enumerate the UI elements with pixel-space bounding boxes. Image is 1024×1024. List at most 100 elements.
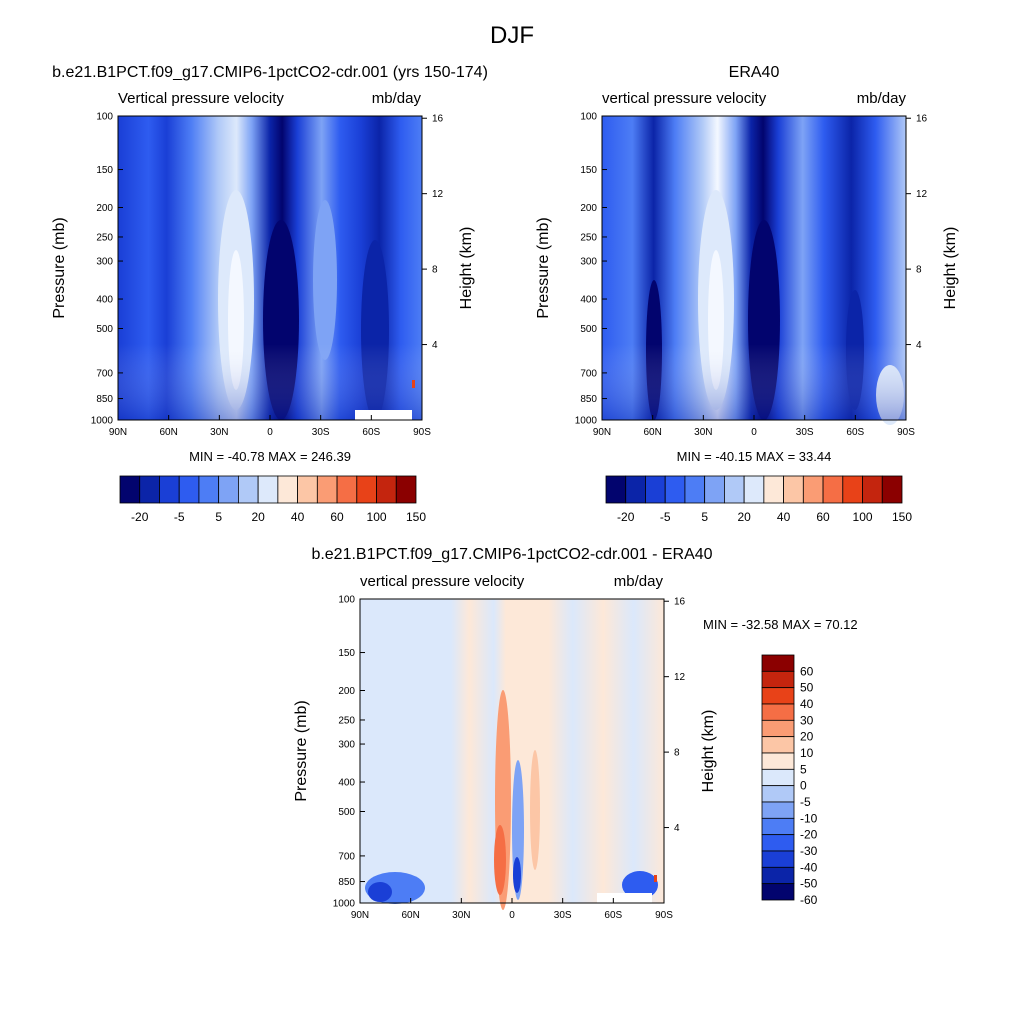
x-tick-label: 90S [655, 910, 673, 921]
x-tick-label: 30S [796, 427, 814, 438]
colorbar-label: 40 [291, 510, 305, 524]
panel-model: b.e21.B1PCT.f09_g17.CMIP6-1pctCO2-cdr.00… [51, 64, 488, 524]
y2-tick-label: 4 [674, 823, 680, 834]
x-tick-label: 90N [109, 427, 127, 438]
colorbar-box [178, 475, 200, 504]
colorbar-box [761, 703, 795, 721]
colorbar-box [761, 785, 795, 803]
y-tick-label: 250 [96, 232, 113, 243]
x-tick-label: 60S [846, 427, 864, 438]
y-tick-label: 250 [338, 715, 355, 726]
y-tick-label: 250 [580, 232, 597, 243]
colorbar-box [684, 475, 706, 504]
y-tick-label: 200 [580, 203, 597, 214]
panel-era40-y2label: Height (km) [942, 227, 959, 310]
colorbar-box [316, 475, 338, 504]
x-tick-label: 60N [401, 910, 419, 921]
panel-diff: b.e21.B1PCT.f09_g17.CMIP6-1pctCO2-cdr.00… [293, 546, 858, 921]
colorbar-box [761, 736, 795, 754]
x-tick-label: 60S [362, 427, 380, 438]
y-tick-label: 850 [96, 394, 113, 405]
y-tick-label: 700 [580, 368, 597, 379]
x-tick-label: 0 [751, 427, 757, 438]
y2-tick-label: 4 [916, 340, 922, 351]
panel-model-y2label: Height (km) [458, 227, 475, 310]
y-tick-label: 100 [580, 112, 597, 123]
colorbar-box [625, 475, 646, 504]
y-tick-label: 1000 [333, 899, 356, 910]
panel-model-yaxis: 100 150 200 250 300 400 500 700 850 1000 [91, 112, 123, 427]
panel-diff-stats: MIN = -32.58 MAX = 70.12 [703, 617, 858, 632]
panel-diff-left-label: vertical pressure velocity [360, 573, 525, 590]
colorbar-label: 100 [853, 510, 873, 524]
colorbar-label: -30 [800, 844, 818, 858]
colorbar-label: 20 [800, 730, 814, 744]
y-tick-label: 500 [580, 324, 597, 335]
panel-model-right-label: mb/day [372, 90, 422, 107]
panel-diff-yaxis: 100 150 200 250 300 400 500 700 850 1000 [333, 595, 365, 910]
x-tick-label: 60N [159, 427, 177, 438]
colorbar-box [761, 834, 795, 852]
colorbar-box [763, 475, 784, 504]
y-tick-label: 700 [338, 851, 355, 862]
colorbar-box [277, 475, 299, 504]
colorbar-box [862, 475, 883, 504]
colorbar-box [704, 475, 725, 504]
colorbar-box [761, 654, 795, 672]
colorbar-box [761, 768, 795, 787]
colorbar-box [257, 475, 279, 504]
panel-era40: ERA40 vertical pressure velocity mb/day … [535, 64, 959, 524]
colorbar-box [761, 752, 795, 770]
y-tick-label: 300 [580, 257, 597, 268]
panel-era40-colorbar: -20 -5 5 20 40 60 100 150 [605, 475, 912, 524]
colorbar-box [761, 866, 795, 885]
x-tick-label: 90N [351, 910, 369, 921]
colorbar-box [139, 475, 160, 504]
colorbar-box [842, 475, 863, 504]
panel-model-left-label: Vertical pressure velocity [118, 90, 284, 107]
colorbar-label: 60 [330, 510, 344, 524]
y2-tick-label: 16 [916, 114, 928, 125]
panel-diff-right-label: mb/day [614, 573, 664, 590]
colorbar-box [336, 475, 358, 504]
panel-model-ylabel: Pressure (mb) [51, 217, 68, 318]
colorbar-label: 150 [406, 510, 426, 524]
y2-tick-label: 16 [674, 597, 686, 608]
colorbar-label: -50 [800, 877, 818, 891]
colorbar-box [822, 475, 844, 504]
y-tick-label: 200 [338, 686, 355, 697]
y-tick-label: 700 [96, 368, 113, 379]
colorbar-label: 40 [777, 510, 791, 524]
x-tick-label: 60S [604, 910, 622, 921]
panel-diff-ylabel: Pressure (mb) [293, 700, 310, 801]
colorbar-box [761, 850, 795, 868]
panel-model-field [118, 116, 422, 420]
panel-era40-right-label: mb/day [857, 90, 907, 107]
y-tick-label: 300 [96, 257, 113, 268]
y-tick-label: 500 [338, 807, 355, 818]
colorbar-label: 0 [800, 779, 807, 793]
colorbar-label: -20 [617, 510, 635, 524]
x-tick-label: 0 [267, 427, 273, 438]
y2-tick-label: 12 [674, 672, 686, 683]
y-tick-label: 150 [338, 648, 355, 659]
panel-model-y2axis: 16 12 8 4 [422, 114, 444, 351]
panel-model-stats: MIN = -40.78 MAX = 246.39 [189, 449, 351, 464]
colorbar-box [881, 475, 903, 504]
panel-model-title: b.e21.B1PCT.f09_g17.CMIP6-1pctCO2-cdr.00… [52, 64, 488, 81]
y-tick-label: 400 [96, 295, 113, 306]
colorbar-label: -10 [800, 811, 818, 825]
colorbar-label: 50 [800, 681, 814, 695]
colorbar-box [356, 475, 377, 504]
x-tick-label: 90S [897, 427, 915, 438]
colorbar-label: -5 [660, 510, 671, 524]
x-tick-label: 90S [413, 427, 431, 438]
colorbar-label: 100 [367, 510, 387, 524]
colorbar-box [395, 475, 417, 504]
panel-model-colorbar: -20 -5 5 20 40 60 100 150 [119, 475, 426, 524]
y-tick-label: 1000 [91, 416, 114, 427]
colorbar-label: -5 [174, 510, 185, 524]
main-title: DJF [490, 22, 534, 49]
y-tick-label: 850 [338, 877, 355, 888]
